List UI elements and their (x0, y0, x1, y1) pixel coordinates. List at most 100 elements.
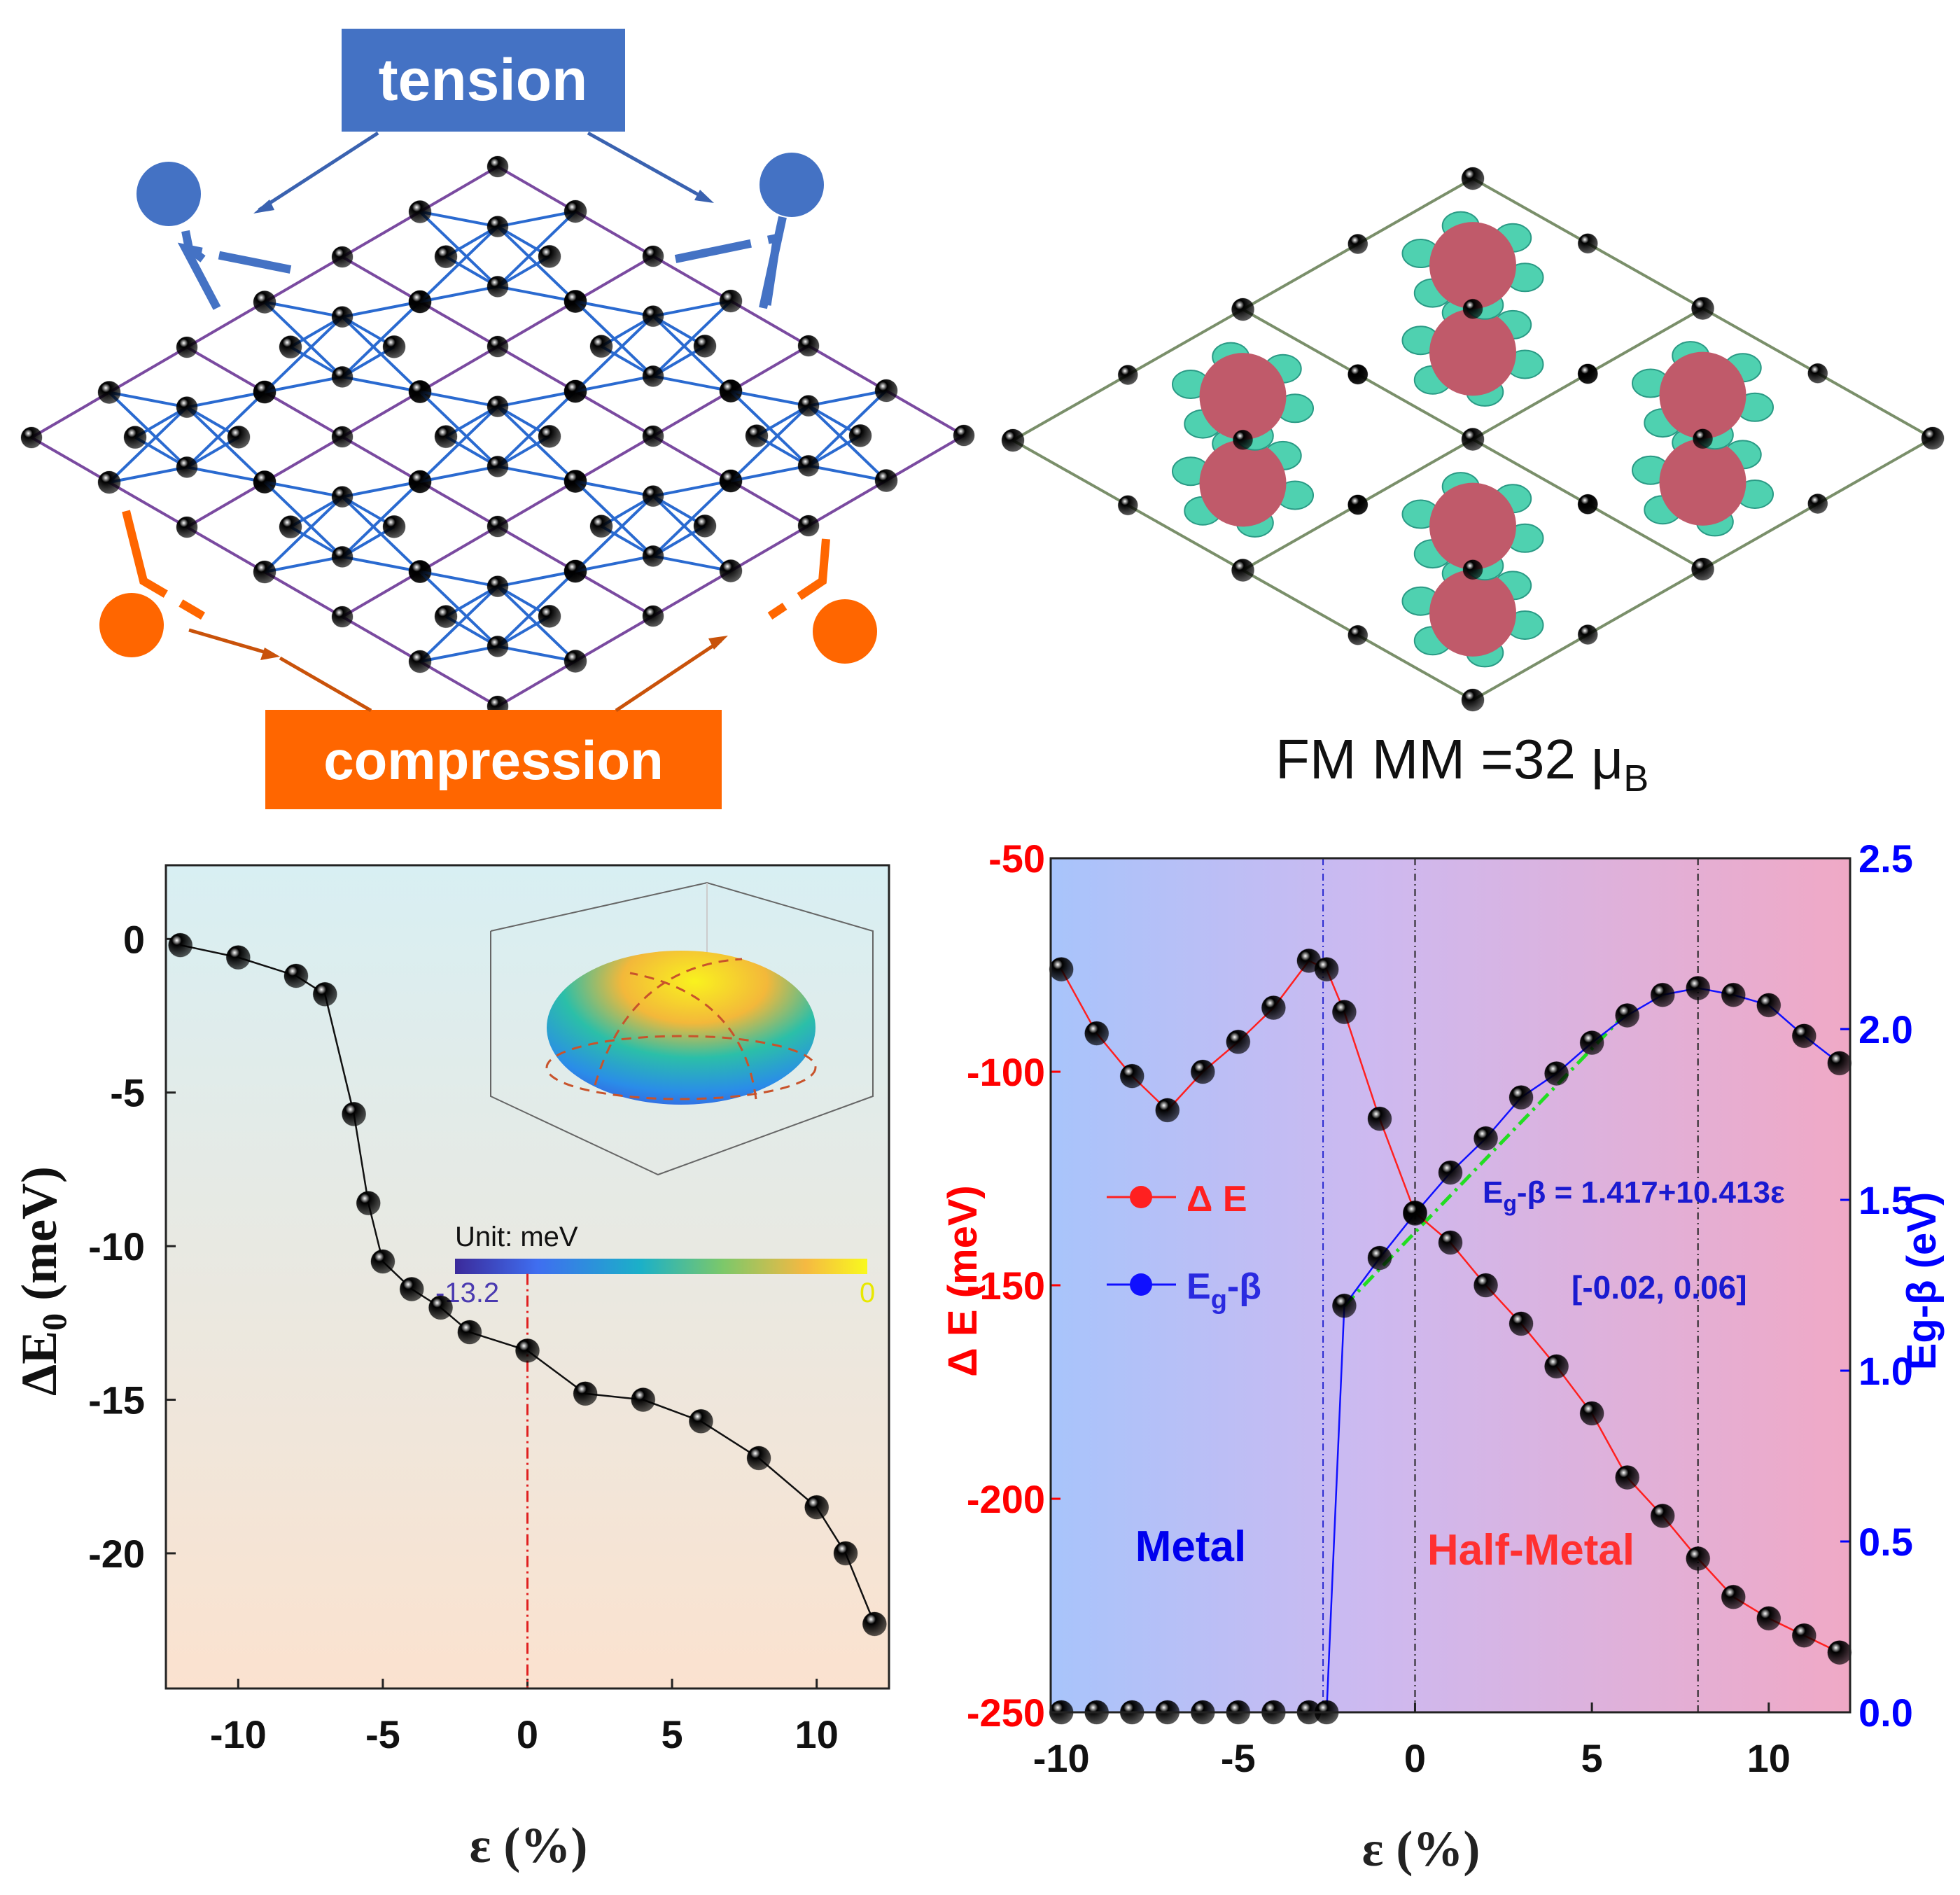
atom-red (1233, 429, 1253, 450)
data-point (457, 1320, 482, 1345)
bond (419, 645, 498, 663)
atom-red (1117, 365, 1138, 385)
atom-purple (486, 155, 509, 178)
atom-red (1577, 624, 1598, 645)
compression-pin-left-icon (99, 593, 164, 657)
atom-blue (564, 559, 587, 583)
atom-blue (434, 425, 458, 449)
left-y-tick-label: -250 (967, 1691, 1045, 1735)
tension-indicator: tension (136, 29, 824, 310)
bond (419, 585, 499, 663)
spin-density-blob (1429, 569, 1516, 657)
atom-blue (253, 560, 276, 584)
delta-e-point (1650, 1503, 1675, 1528)
atom-blue (848, 424, 872, 447)
atom-blue (874, 379, 898, 403)
left-y-tick-label: -150 (967, 1264, 1045, 1308)
atom-blue (253, 470, 276, 494)
atom-red (1807, 363, 1828, 384)
atom-blue (253, 380, 276, 404)
bond (264, 300, 343, 319)
atom-green (486, 275, 509, 298)
bond (342, 300, 421, 319)
bond (186, 391, 266, 468)
region-label-metal: Metal (1135, 1523, 1246, 1571)
bond (263, 316, 344, 393)
bond (264, 480, 343, 498)
right-y-tick-label: 2.0 (1858, 1007, 1913, 1051)
bond (575, 480, 654, 498)
atom-blue (745, 424, 769, 448)
atom-green (642, 545, 664, 567)
atom-green (176, 456, 198, 478)
bond (342, 555, 421, 573)
bond (108, 391, 188, 409)
tension-pin-left-icon (136, 162, 201, 226)
right-y-tick-label: 1.0 (1858, 1349, 1913, 1393)
tension-arrow-right (587, 131, 708, 202)
compression-indicator: compression (99, 510, 877, 809)
atom-blue (719, 469, 743, 493)
bond (808, 389, 887, 407)
data-point (833, 1541, 858, 1566)
eg-beta-point (1438, 1160, 1463, 1185)
data-point (515, 1338, 540, 1363)
atom-blue (279, 335, 302, 359)
bond (652, 375, 732, 393)
atom-red (1348, 364, 1368, 385)
x-tick-label: 5 (1581, 1736, 1603, 1780)
eg-beta-point (1827, 1051, 1852, 1076)
atom-green (486, 455, 509, 477)
eg-beta-point (1402, 1201, 1427, 1226)
atom-blue (408, 200, 432, 223)
atom-purple (176, 336, 198, 358)
atom-purple (331, 426, 354, 448)
data-point (312, 981, 337, 1007)
bond (497, 390, 576, 408)
delta-e-point (1190, 1059, 1215, 1084)
bond (419, 211, 499, 288)
atom-blue (97, 381, 121, 404)
atom-blue (538, 424, 561, 448)
spin-density-blob (1659, 351, 1746, 439)
eg-beta-point (1579, 1030, 1604, 1056)
bond (419, 225, 499, 303)
bond (496, 210, 577, 288)
atom-blue (408, 290, 432, 314)
x-tick-label: -5 (365, 1712, 400, 1756)
bond (497, 645, 576, 663)
left-y-axis-label: Δ E (meV) (940, 1185, 986, 1377)
bond (342, 375, 421, 393)
atom-green (331, 486, 354, 508)
atom-blue (382, 335, 406, 358)
atom-purple (797, 515, 820, 537)
strain-lattice-structure (20, 155, 975, 718)
atom-green (797, 454, 820, 477)
bond (574, 315, 654, 393)
data-point (573, 1381, 598, 1406)
atom-red (1693, 428, 1713, 449)
atom-red (1462, 298, 1483, 319)
atom-blue (227, 425, 251, 449)
delta-e-point (1615, 1465, 1640, 1490)
atom-green (1691, 557, 1714, 581)
delta-e-point (1686, 1546, 1711, 1571)
atom-green (642, 365, 664, 387)
delta-e-point (1119, 1063, 1144, 1089)
bond (342, 480, 421, 498)
tension-label: tension (379, 47, 588, 113)
bond (730, 389, 809, 407)
bond (497, 570, 576, 588)
atom-purple (20, 426, 43, 449)
atom-blue (719, 559, 743, 582)
bond (652, 480, 732, 557)
spin-density-blob (1199, 353, 1287, 440)
bond (419, 210, 498, 228)
right-y-tick-label: 0.0 (1858, 1691, 1913, 1735)
eg-beta-point (1791, 1023, 1816, 1049)
bond (575, 300, 654, 318)
delta-e-point (1508, 1311, 1534, 1336)
atom-blue (719, 379, 743, 403)
right-y-tick-label: 0.5 (1858, 1520, 1913, 1564)
legend-label-eg-beta: Eg-β (1186, 1266, 1261, 1315)
